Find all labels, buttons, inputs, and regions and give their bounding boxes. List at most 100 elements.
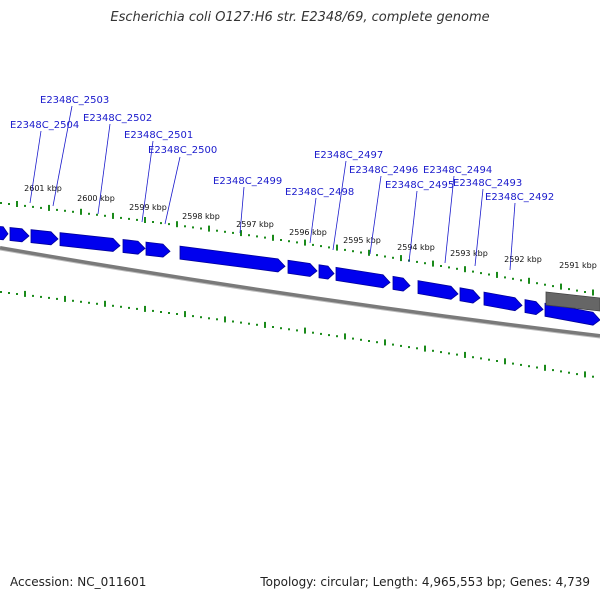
gc-tick <box>312 331 314 334</box>
gene-arrow[interactable] <box>483 291 523 312</box>
gc-tick <box>192 315 194 318</box>
gc-tick <box>440 351 442 354</box>
gc-tick <box>576 289 578 292</box>
gene-arrow[interactable] <box>9 227 30 243</box>
gc-tick <box>16 293 18 295</box>
gene-label[interactable]: E2348C_2498 <box>285 187 354 198</box>
gc-tick <box>232 231 234 234</box>
gc-tick <box>448 266 450 269</box>
gene-label[interactable]: E2348C_2497 <box>314 150 383 161</box>
gene-label-leader <box>164 156 181 225</box>
gene-arrow[interactable] <box>417 280 459 300</box>
gc-tick <box>176 221 178 228</box>
scale-tick-label: 2595 kbp <box>343 236 381 245</box>
gene-track <box>0 226 600 326</box>
gene-arrow[interactable] <box>287 259 318 277</box>
gray-feature[interactable] <box>545 291 600 312</box>
gene-arrow[interactable] <box>30 229 59 246</box>
gene-arrow[interactable] <box>544 302 600 326</box>
gene-arrow[interactable] <box>392 275 411 292</box>
scale-tick-label: 2598 kbp <box>182 212 220 221</box>
gc-tick <box>16 201 18 207</box>
gc-tick <box>360 251 362 254</box>
gc-tick <box>80 300 82 303</box>
gc-tick <box>352 250 354 253</box>
gc-tick <box>408 346 410 349</box>
gc-tick <box>40 206 42 209</box>
gene-label[interactable]: E2348C_2504 <box>10 120 79 131</box>
genome-summary-text: Topology: circular; Length: 4,965,553 bp… <box>260 575 590 589</box>
gc-tick <box>584 371 586 378</box>
gc-tick <box>400 255 402 262</box>
gc-tick <box>120 305 122 308</box>
gene-label-leader <box>474 188 484 267</box>
gc-tick <box>344 333 346 340</box>
gc-tick <box>88 212 90 215</box>
gc-tick <box>232 320 234 323</box>
scale-tick-label: 2593 kbp <box>450 249 488 258</box>
gene-arrow[interactable] <box>524 299 544 316</box>
gc-tick <box>96 302 98 305</box>
gc-tick <box>448 352 450 355</box>
gc-tick <box>176 313 178 315</box>
gc-tick <box>296 329 298 332</box>
gene-label[interactable]: E2348C_2503 <box>40 95 109 106</box>
gc-tick <box>24 290 26 297</box>
scale-tick-label: 2596 kbp <box>289 228 327 237</box>
gc-tick <box>32 205 34 208</box>
gc-tick <box>152 221 154 223</box>
gc-tick <box>104 300 106 307</box>
scale-ticks: 2601 kbp 2600 kbp 2599 kbp 2598 kbp 2597 kbp… <box>24 184 597 270</box>
gc-tick <box>112 304 114 307</box>
gc-tick <box>56 297 58 300</box>
gc-tick <box>576 373 578 376</box>
gene-label[interactable]: E2348C_2501 <box>124 130 193 141</box>
gc-tick <box>256 323 258 326</box>
gene-label-leader <box>408 190 418 263</box>
gc-tick <box>344 248 346 251</box>
gc-tick <box>96 213 98 216</box>
gene-arrow[interactable] <box>179 245 286 273</box>
gene-label-leader <box>239 186 245 234</box>
gc-tick <box>480 357 482 360</box>
gene-arrow[interactable] <box>335 266 391 289</box>
gc-tick <box>64 209 66 212</box>
gc-tick <box>288 328 290 331</box>
gc-tick <box>192 226 194 229</box>
gene-label[interactable]: E2348C_2502 <box>83 113 152 124</box>
gc-tick <box>288 240 290 243</box>
gc-tick <box>424 345 426 352</box>
gene-label[interactable]: E2348C_2493 <box>453 178 522 189</box>
gene-label[interactable]: E2348C_2500 <box>148 145 217 156</box>
gene-arrow[interactable] <box>0 226 9 241</box>
gene-label[interactable]: E2348C_2495 <box>385 180 454 191</box>
gene-arrow[interactable] <box>459 287 481 304</box>
gc-tick <box>432 349 434 352</box>
gene-arrow[interactable] <box>59 232 121 252</box>
gc-tick <box>536 282 538 285</box>
gene-label-leader <box>509 202 516 271</box>
gc-tick <box>304 327 306 334</box>
gc-tick <box>264 321 266 328</box>
gc-tick <box>512 362 514 365</box>
gc-tick <box>456 353 458 356</box>
gene-arrow[interactable] <box>145 241 171 258</box>
gc-tick <box>8 292 10 294</box>
gene-label-leader <box>369 175 382 255</box>
scale-tick-label: 2592 kbp <box>504 255 542 264</box>
gene-label[interactable]: E2348C_2494 <box>423 165 492 176</box>
gene-label[interactable]: E2348C_2499 <box>213 176 282 187</box>
gc-tick <box>536 366 538 369</box>
gc-tick <box>144 305 146 312</box>
gc-tick <box>568 371 570 374</box>
gene-label[interactable]: E2348C_2492 <box>485 192 554 203</box>
gc-tick <box>552 369 554 372</box>
scale-tick-label: 2594 kbp <box>397 243 435 252</box>
gc-tick <box>376 341 378 344</box>
gene-label[interactable]: E2348C_2496 <box>349 165 418 176</box>
gene-arrow[interactable] <box>122 239 146 255</box>
gc-tick <box>328 246 330 249</box>
gc-tick <box>200 227 202 230</box>
gene-arrow[interactable] <box>318 264 335 280</box>
gc-tick <box>352 337 354 340</box>
